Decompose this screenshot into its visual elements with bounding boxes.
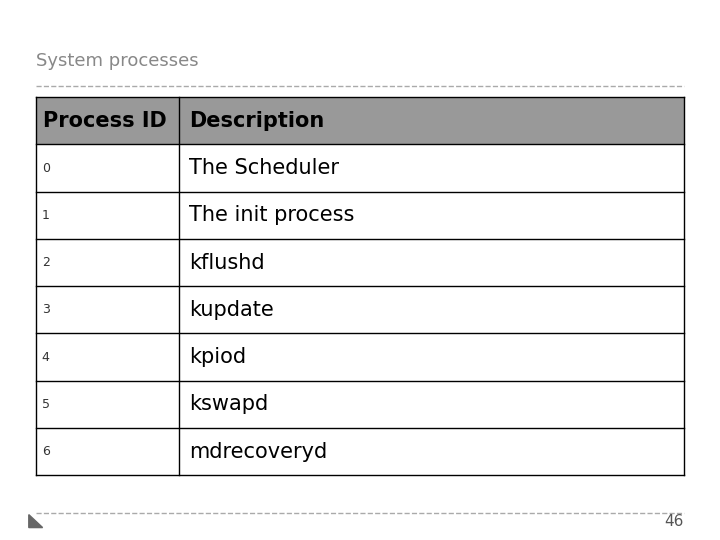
Text: 5: 5 [42,398,50,411]
Text: kpiod: kpiod [189,347,246,367]
FancyBboxPatch shape [36,239,684,286]
FancyBboxPatch shape [36,286,684,333]
Text: 2: 2 [42,256,50,269]
FancyBboxPatch shape [36,333,684,381]
Text: 6: 6 [42,445,50,458]
Text: mdrecoveryd: mdrecoveryd [189,442,328,462]
FancyBboxPatch shape [36,381,684,428]
Text: Description: Description [189,111,325,131]
Text: The Scheduler: The Scheduler [189,158,339,178]
FancyBboxPatch shape [36,97,684,145]
Text: 4: 4 [42,350,50,363]
FancyBboxPatch shape [36,428,684,475]
Text: 46: 46 [665,514,684,529]
Text: kswapd: kswapd [189,394,269,414]
FancyBboxPatch shape [36,192,684,239]
Text: 3: 3 [42,303,50,316]
Text: 1: 1 [42,209,50,222]
FancyBboxPatch shape [36,145,684,192]
Text: Process ID: Process ID [43,111,167,131]
Polygon shape [29,515,42,528]
Text: kflushd: kflushd [189,253,265,273]
Text: System processes: System processes [36,52,199,70]
Text: kupdate: kupdate [189,300,274,320]
Text: The init process: The init process [189,205,355,225]
Text: 0: 0 [42,161,50,174]
